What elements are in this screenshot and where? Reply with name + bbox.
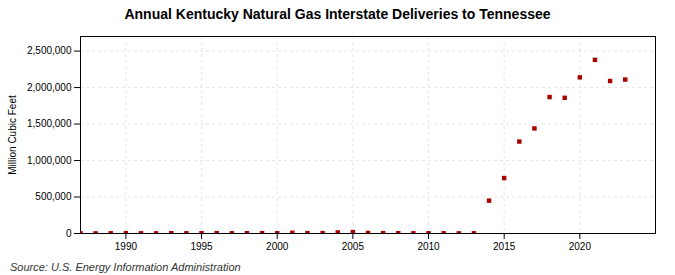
svg-text:2,500,000: 2,500,000 — [27, 45, 72, 56]
svg-text:1995: 1995 — [190, 241, 213, 252]
svg-text:Million Cubic Feet: Million Cubic Feet — [7, 95, 18, 175]
svg-text:1,500,000: 1,500,000 — [27, 118, 72, 129]
svg-text:2000: 2000 — [266, 241, 289, 252]
svg-text:1990: 1990 — [115, 241, 138, 252]
html-text:Annual Kentucky Natural Gas In: Annual Kentucky Natural Gas Interstate D… — [124, 6, 551, 22]
svg-text:2010: 2010 — [417, 241, 440, 252]
svg-text:2015: 2015 — [493, 241, 516, 252]
svg-text:2,000,000: 2,000,000 — [27, 82, 72, 93]
svg-text:2005: 2005 — [342, 241, 365, 252]
svg-text:0: 0 — [66, 228, 72, 239]
svg-text:1,000,000: 1,000,000 — [27, 155, 72, 166]
svg-text:500,000: 500,000 — [35, 191, 72, 202]
html-text:Source: U.S. Energy Informatio: Source: U.S. Energy Information Administ… — [10, 261, 241, 273]
svg-text:2020: 2020 — [569, 241, 592, 252]
